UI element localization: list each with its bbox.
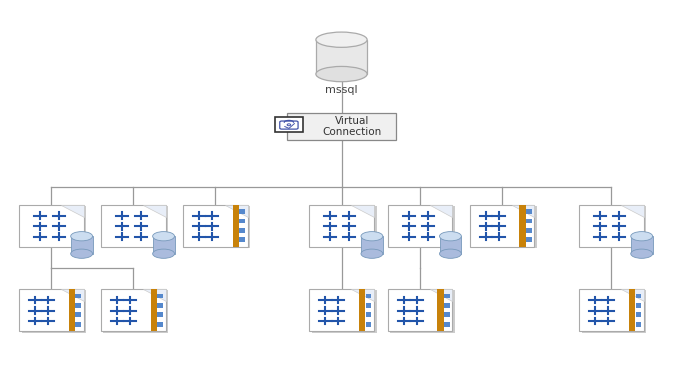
Bar <box>275 117 303 132</box>
Bar <box>444 303 449 308</box>
Bar <box>19 205 84 247</box>
Bar <box>366 303 372 308</box>
Polygon shape <box>621 205 643 217</box>
Bar <box>361 236 382 254</box>
Bar <box>101 289 165 331</box>
Text: Virtual
Connection: Virtual Connection <box>322 116 381 137</box>
Polygon shape <box>512 205 534 217</box>
Bar <box>19 289 84 331</box>
Bar <box>636 294 641 298</box>
Bar <box>232 205 238 247</box>
Bar <box>22 291 86 333</box>
Bar <box>366 312 372 317</box>
Bar <box>239 219 245 224</box>
Polygon shape <box>621 289 643 301</box>
Bar <box>582 206 647 248</box>
Bar <box>76 322 81 327</box>
Bar <box>69 289 75 331</box>
Ellipse shape <box>316 32 367 47</box>
Bar <box>526 237 532 242</box>
Bar <box>309 205 374 247</box>
Ellipse shape <box>440 249 462 258</box>
Bar <box>76 294 81 298</box>
Bar <box>312 291 377 333</box>
Polygon shape <box>143 205 165 217</box>
Bar <box>437 289 444 331</box>
Polygon shape <box>61 289 84 301</box>
Polygon shape <box>61 205 84 217</box>
Bar <box>526 219 532 224</box>
Bar <box>366 294 372 298</box>
FancyBboxPatch shape <box>280 121 298 129</box>
Bar <box>579 205 643 247</box>
Bar <box>631 236 653 254</box>
Bar <box>636 322 641 327</box>
Bar <box>359 289 365 331</box>
Bar <box>470 205 534 247</box>
Polygon shape <box>225 205 248 217</box>
Ellipse shape <box>71 249 93 258</box>
Bar <box>444 312 449 317</box>
Bar <box>388 205 453 247</box>
Polygon shape <box>143 289 165 301</box>
Ellipse shape <box>71 232 93 241</box>
Ellipse shape <box>631 249 653 258</box>
Ellipse shape <box>316 66 367 82</box>
Bar <box>440 236 462 254</box>
Bar <box>309 289 374 331</box>
Polygon shape <box>351 205 374 217</box>
Ellipse shape <box>631 232 653 241</box>
Bar <box>526 228 532 233</box>
Bar <box>582 291 647 333</box>
Bar <box>157 312 163 317</box>
Ellipse shape <box>153 249 175 258</box>
Ellipse shape <box>361 249 382 258</box>
Ellipse shape <box>440 232 462 241</box>
Bar <box>444 294 449 298</box>
Bar <box>628 289 635 331</box>
Bar <box>579 289 643 331</box>
Ellipse shape <box>361 232 382 241</box>
Bar <box>636 312 641 317</box>
Bar <box>22 206 86 248</box>
Bar <box>157 294 163 298</box>
Bar <box>239 209 245 214</box>
Bar <box>519 205 526 247</box>
Bar <box>76 303 81 308</box>
Text: mssql: mssql <box>325 86 358 95</box>
Bar <box>76 312 81 317</box>
Bar <box>391 206 455 248</box>
Bar <box>186 206 251 248</box>
Ellipse shape <box>153 232 175 241</box>
Circle shape <box>287 124 291 126</box>
Bar <box>526 209 532 214</box>
Bar <box>183 205 248 247</box>
Bar <box>71 236 93 254</box>
Polygon shape <box>430 205 453 217</box>
Bar <box>153 236 174 254</box>
Bar <box>101 205 165 247</box>
Bar <box>239 237 245 242</box>
Bar <box>636 303 641 308</box>
Bar <box>316 40 367 74</box>
Bar <box>104 206 169 248</box>
Bar <box>366 322 372 327</box>
Bar <box>150 289 156 331</box>
Bar <box>239 228 245 233</box>
Bar <box>473 206 537 248</box>
Bar <box>312 206 377 248</box>
Bar <box>444 322 449 327</box>
Bar <box>104 291 169 333</box>
Bar <box>287 113 396 140</box>
Bar <box>391 291 455 333</box>
Bar <box>157 303 163 308</box>
Polygon shape <box>430 289 453 301</box>
Polygon shape <box>351 289 374 301</box>
Bar <box>388 289 453 331</box>
Bar <box>157 322 163 327</box>
